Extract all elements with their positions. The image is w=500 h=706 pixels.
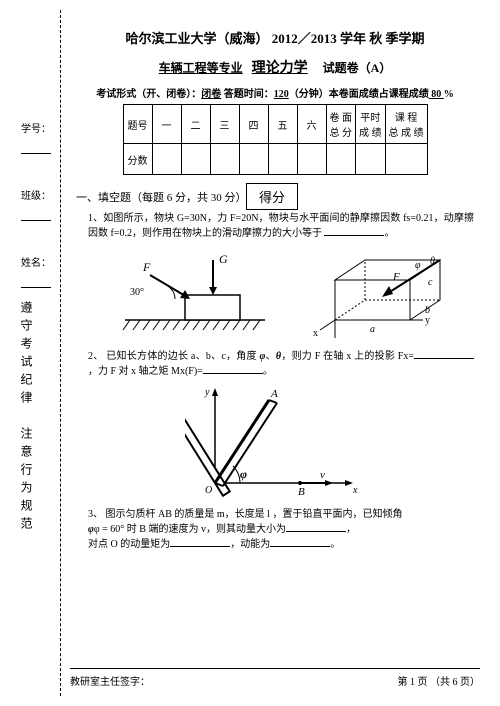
time-unit: （分钟）本卷面成绩占课程成绩 (289, 89, 429, 100)
label-F: F (142, 260, 151, 274)
th: 四 (239, 105, 268, 144)
side-blank (21, 210, 51, 221)
time-label: 答题时间： (221, 89, 274, 100)
footer-left: 教研室主任签字： (70, 673, 150, 688)
label-A: A (270, 388, 278, 400)
figure-1: G F 30° F φ θ (70, 245, 480, 343)
exam-time: 120 (274, 89, 289, 100)
label-O: O (205, 485, 212, 496)
info-prefix: 考试形式（开、闭卷）： (96, 89, 201, 100)
q2-t2: ，则力 F 在轴 x 上的投影 Fx= (281, 351, 414, 362)
blank (170, 546, 230, 547)
th: 三 (210, 105, 239, 144)
section-heading: 一、填空题（每题 6 分，共 30 分） 得分 (76, 189, 480, 205)
th: 题号 (123, 105, 152, 144)
question-2: 2、 已知长方体的边长 a、b、c，角度 φ、θ，则力 F 在轴 x 上的投影 … (88, 349, 474, 379)
label-z: z (330, 337, 335, 340)
period: 。 (263, 366, 273, 377)
q1-text: 1、如图所示，物块 G=30N，力 F=20N，物块与水平面间的静摩擦因数 fs… (88, 213, 474, 239)
paper-label: 试题卷（A） (323, 61, 392, 75)
th: 课 程 总 成 绩 (385, 105, 427, 144)
period: 。 (330, 539, 340, 550)
phi: φ (260, 351, 266, 362)
th: 五 (268, 105, 297, 144)
major: 车辆工程等专业 (159, 61, 243, 75)
q3-t1: 3、 图示匀质杆 AB 的质量是 m，长度是 l ，置于铅直平面内，已知倾角 (88, 509, 402, 520)
th: 平时 成 绩 (356, 105, 386, 144)
figure-2: y x O A B v φ (70, 383, 480, 501)
axis-x: x (352, 485, 358, 496)
label-v: v (320, 469, 325, 481)
blank (270, 546, 330, 547)
th: 一 (152, 105, 181, 144)
label-x: x (313, 328, 318, 339)
side-label-name: 姓名： (21, 254, 51, 269)
percent-unit: % (444, 89, 454, 100)
label-angle: 30° (130, 287, 144, 298)
score-table: 题号 一 二 三 四 五 六 卷 面 总 分 平时 成 绩 课 程 总 成 绩 … (123, 104, 428, 175)
side-label-id: 学号： (21, 120, 51, 135)
side-strip: 学号： 班级： 姓名： 遵守考试纪律 注意行为规范 (18, 120, 54, 535)
exam-info: 考试形式（开、闭卷）：闭卷 答题时间：120（分钟）本卷面成绩占课程成绩 80 … (76, 85, 474, 100)
q2-t3: ，力 F 对 x 轴之矩 Mx(F)= (88, 366, 203, 377)
course-name: 理论力学 (252, 61, 308, 76)
score-box: 得分 (246, 183, 298, 210)
row-label: 分数 (123, 144, 152, 175)
q3-t4: ，动能为 (230, 539, 270, 550)
label-F2: F (392, 271, 400, 283)
page-content: 哈尔滨工业大学（威海） 2012／2013 学年 秋 季学期 车辆工程等专业 理… (70, 20, 480, 554)
label-b: b (425, 305, 430, 316)
q3-t2: φ = 60° 时 B 端的速度为 v，则其动量大小为 (94, 524, 286, 535)
blank (414, 358, 474, 359)
side-blank (21, 277, 51, 288)
th: 二 (181, 105, 210, 144)
exam-form: 闭卷 (201, 89, 221, 100)
q2-t1: 2、 已知长方体的边长 a、b、c，角度 (88, 351, 260, 362)
section-text: 一、填空题（每题 6 分，共 30 分） (76, 192, 247, 204)
table-row: 分数 (123, 144, 427, 175)
th: 卷 面 总 分 (326, 105, 356, 144)
binding-dash-line (60, 10, 61, 696)
side-vertical-text: 遵守考试纪律 注意行为规范 (18, 301, 35, 535)
table-row: 题号 一 二 三 四 五 六 卷 面 总 分 平时 成 绩 课 程 总 成 绩 (123, 105, 427, 144)
question-1: 1、如图所示，物块 G=30N，力 F=20N，物块与水平面间的静摩擦因数 fs… (88, 211, 474, 241)
figure-1-svg: G F 30° F φ θ (85, 245, 465, 340)
label-phi: φ (415, 260, 421, 271)
label-a: a (370, 324, 375, 335)
label-y: y (425, 315, 430, 326)
subtitle-line: 车辆工程等专业 理论力学 试题卷（A） (70, 57, 480, 77)
label-c: c (428, 277, 433, 288)
question-3: 3、 图示匀质杆 AB 的质量是 m，长度是 l ，置于铅直平面内，已知倾角 φ… (88, 507, 474, 552)
label-phi2: φ (240, 467, 247, 481)
page-title: 哈尔滨工业大学（威海） 2012／2013 学年 秋 季学期 (70, 28, 480, 47)
side-blank (21, 143, 51, 154)
th: 六 (297, 105, 326, 144)
axis-y: y (204, 387, 210, 398)
blank (324, 235, 384, 236)
label-theta: θ (430, 256, 435, 267)
blank (286, 531, 346, 532)
figure-2-svg: y x O A B v φ (185, 383, 365, 498)
q3-t3: 对点 O 的动量矩为 (88, 539, 170, 550)
page-footer: 教研室主任签字： 第 1 页 （共 6 页） (70, 668, 480, 688)
period: 。 (384, 228, 394, 239)
percent: 80 (429, 89, 444, 100)
label-B: B (298, 486, 305, 498)
side-label-class: 班级： (21, 187, 51, 202)
blank (203, 373, 263, 374)
footer-right: 第 1 页 （共 6 页） (398, 673, 481, 688)
label-G: G (219, 252, 228, 266)
